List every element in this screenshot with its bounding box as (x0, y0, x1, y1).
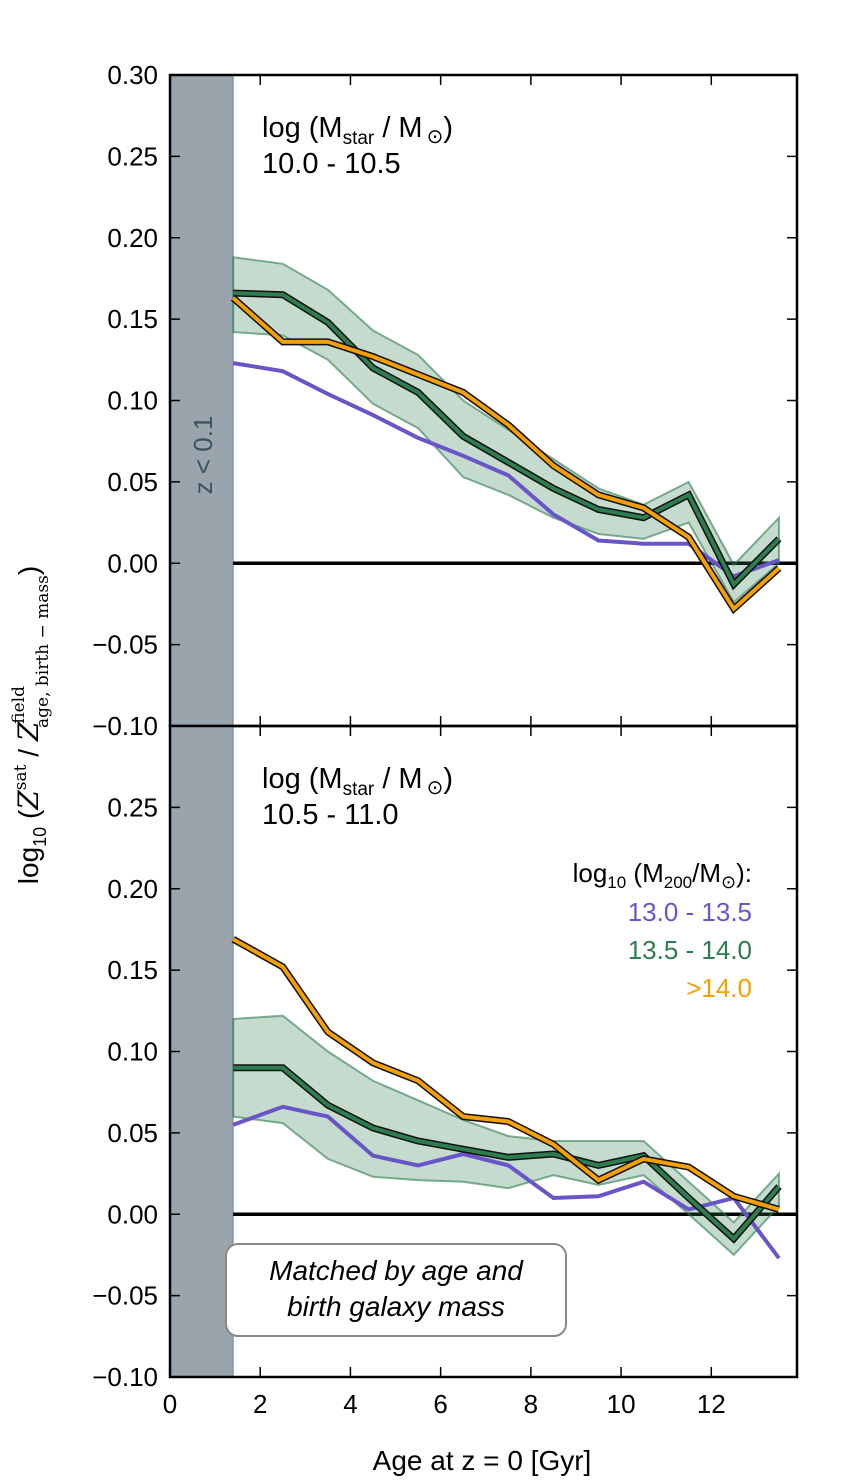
y-tick-label: −0.10 (92, 1362, 158, 1392)
y-tick-label: 0.10 (107, 386, 158, 416)
x-tick-label: 0 (163, 1389, 177, 1419)
y-tick-label: 0.05 (107, 467, 158, 497)
legend-item-gt14.0: >14.0 (686, 973, 752, 1003)
y-tick-label: 0.20 (107, 874, 158, 904)
y-tick-label: 0.05 (107, 1118, 158, 1148)
matched-note-box (225, 1243, 567, 1337)
matched-note-line2: birth galaxy mass (287, 1291, 505, 1322)
y-tick-label: 0.15 (107, 304, 158, 334)
legend-item-13.5-14.0: 13.5 - 14.0 (628, 935, 752, 965)
y-tick-label: −0.05 (92, 630, 158, 660)
matched-note-line1: Matched by age and (269, 1255, 524, 1286)
series-line-1 (233, 291, 781, 588)
panel-mass-label: log (Mstar / M ⊙) (262, 112, 453, 149)
y-tick-label: −0.05 (92, 1281, 158, 1311)
panel-1: −0.10 −0.05 0.00 0.05 0.10 0.15 0.20 0.25 0.30 lo… (92, 60, 799, 741)
panel-2: −0.10 −0.05 0.00 0.05 0.10 0.15 0.20 0.25 0 2 4 6 8 1… (92, 724, 799, 1419)
shaded-region (169, 725, 234, 1378)
y-tick-label: 0.30 (107, 60, 158, 90)
x-tick-label: 8 (524, 1389, 538, 1419)
y-tick-label: 0.25 (107, 141, 158, 171)
shaded-region (169, 74, 234, 727)
legend: log10 (M200/M⊙): 13.0 - 13.5 13.5 - 14.0… (573, 858, 752, 1003)
series-line-1 (233, 1065, 781, 1242)
y-tick-label: 0.10 (107, 1037, 158, 1067)
panel-mass-label: log (Mstar / M ⊙) (262, 763, 453, 800)
series-line-2 (231, 296, 781, 612)
y-tick-label: 0.00 (107, 548, 158, 578)
x-tick-label: 4 (343, 1389, 357, 1419)
x-tick-label: 6 (433, 1389, 447, 1419)
y-axis-title: log10 (Zsat / Zfield age, birth − mass) (9, 566, 53, 884)
panel-mass-range: 10.0 - 10.5 (262, 148, 401, 180)
y-tick-label: 0.15 (107, 955, 158, 985)
legend-title: log10 (M200/M⊙): (573, 858, 752, 892)
y-tick-label: −0.10 (92, 711, 158, 741)
shaded-region-label: z < 0.1 (188, 416, 218, 495)
x-axis-title: Age at z = 0 [Gyr] (373, 1445, 592, 1476)
panel-mass-range: 10.5 - 11.0 (262, 799, 399, 831)
matched-note: Matched by age and birth galaxy mass (225, 1243, 567, 1337)
legend-item-13.0-13.5: 13.0 - 13.5 (628, 897, 752, 927)
x-tick-label: 12 (697, 1389, 726, 1419)
series-line-2 (232, 937, 780, 1212)
series-line-0 (232, 1104, 781, 1260)
band-series-1 (232, 1014, 780, 1257)
x-tick-label: 2 (253, 1389, 267, 1419)
y-tick-label: 0.20 (107, 223, 158, 253)
y-tick-label: 0.25 (107, 792, 158, 822)
x-tick-label: 10 (607, 1389, 636, 1419)
y-tick-label: 0.00 (107, 1199, 158, 1229)
